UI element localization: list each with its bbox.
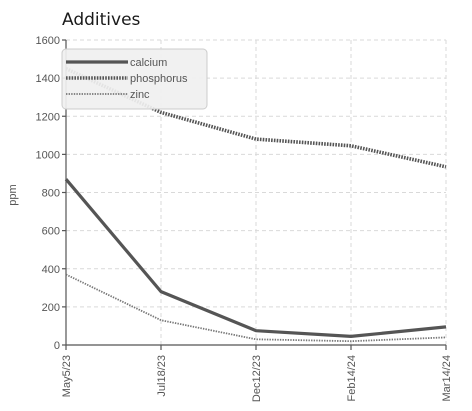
series-line-phosphorus bbox=[65, 66, 447, 169]
legend-label-calcium: calcium bbox=[130, 57, 167, 69]
chart-title: Additives bbox=[62, 10, 141, 30]
x-tick-label: Dec12/23 bbox=[251, 355, 263, 402]
y-tick-label: 800 bbox=[42, 188, 60, 200]
tick-labels: 0 200 400 600 800 1000 1200 1400 1600 May5/23 Jul1… bbox=[36, 35, 453, 402]
legend: calcium phosphorus zinc bbox=[61, 48, 208, 110]
y-tick-label: 1400 bbox=[36, 73, 60, 85]
legend-label-phosphorus: phosphorus bbox=[130, 73, 188, 85]
series-lines bbox=[64, 66, 447, 343]
x-tick-label: May5/23 bbox=[61, 355, 73, 397]
x-tick-label: Mar14/24 bbox=[441, 355, 453, 401]
series-line-zinc bbox=[65, 273, 447, 343]
y-tick-label: 1000 bbox=[36, 149, 60, 161]
x-tick-label: Jul18/23 bbox=[156, 355, 168, 397]
legend-label-zinc: zinc bbox=[130, 89, 150, 101]
y-tick-label: 1200 bbox=[36, 111, 60, 123]
y-tick-label: 1600 bbox=[36, 35, 60, 47]
y-axis-label: ppm bbox=[7, 184, 19, 205]
series-line-calcium bbox=[64, 178, 447, 338]
y-tick-label: 200 bbox=[42, 302, 60, 314]
x-tick-label: Feb14/24 bbox=[346, 355, 358, 401]
y-tick-label: 0 bbox=[54, 340, 60, 352]
y-tick-label: 400 bbox=[42, 264, 60, 276]
y-tick-label: 600 bbox=[42, 226, 60, 238]
